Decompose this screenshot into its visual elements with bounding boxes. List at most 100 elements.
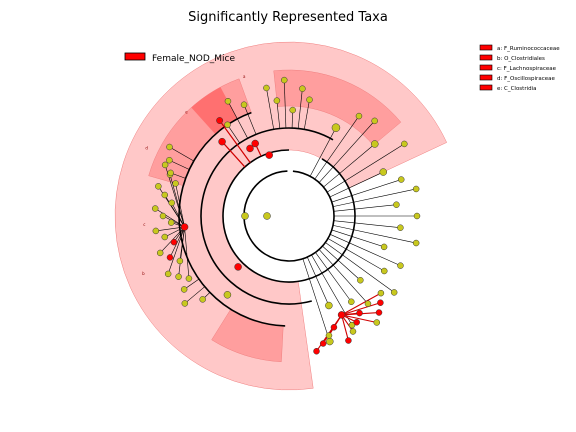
node-33 <box>251 139 259 148</box>
node-8 <box>393 201 400 208</box>
clade-letter-markers: a b c d e <box>142 74 246 276</box>
clade-marker-e: e <box>185 109 188 114</box>
branch-63 <box>341 314 377 324</box>
node-75 <box>234 263 242 271</box>
node-76 <box>246 144 254 153</box>
branch-43 <box>155 226 185 232</box>
branch-12 <box>331 229 385 248</box>
node-70 <box>319 340 327 347</box>
branch-54 <box>169 159 190 170</box>
branch-38 <box>179 226 185 262</box>
node-11 <box>412 239 420 247</box>
branch-11 <box>332 225 417 244</box>
node-65 <box>353 319 360 326</box>
node-67 <box>345 337 352 344</box>
node-71 <box>313 347 320 355</box>
branch-23 <box>276 100 281 129</box>
node-5 <box>379 168 388 176</box>
node-14 <box>381 267 388 275</box>
node-37 <box>164 270 172 278</box>
node-53 <box>180 223 189 231</box>
branch-46 <box>155 208 185 228</box>
clade-legend: a: F_Ruminococcaceae b: O_Clostridiales c:… <box>479 44 560 92</box>
node-15 <box>390 289 398 296</box>
branch-58 <box>184 286 205 304</box>
branch-28 <box>243 104 257 135</box>
clade-marker-d: d <box>145 146 148 151</box>
node-20 <box>325 301 333 310</box>
node-56 <box>167 169 174 177</box>
node-18 <box>348 298 355 306</box>
clade-legend-swatch-b <box>479 54 493 61</box>
branch-5 <box>329 171 384 198</box>
branch-39 <box>169 226 185 258</box>
branch-31 <box>219 120 251 163</box>
branch-30 <box>227 124 241 144</box>
node-72 <box>337 311 346 319</box>
node-7 <box>412 185 420 193</box>
node-36 <box>175 273 182 280</box>
node-16 <box>357 276 364 284</box>
branch-15 <box>325 242 395 293</box>
clade-legend-label-b: b: O_Clostridiales <box>497 56 545 62</box>
chart-title: Significantly Represented Taxa <box>188 10 388 25</box>
branch-60 <box>341 292 382 316</box>
node-69 <box>325 332 333 339</box>
node-46 <box>151 205 159 212</box>
node-1 <box>355 112 363 120</box>
node-31 <box>216 117 224 124</box>
branch-14 <box>327 238 385 272</box>
node-19 <box>348 321 356 329</box>
clade-legend-swatch-e <box>479 84 493 91</box>
node-22 <box>263 84 270 92</box>
group-legend-label: Female_NOD_Mice <box>152 54 236 64</box>
clade-marker-a: a <box>243 74 246 79</box>
branch-27 <box>303 99 310 130</box>
branch-37 <box>167 226 185 274</box>
node-3 <box>371 140 379 148</box>
node-57 <box>180 286 188 293</box>
branch-61 <box>341 302 381 316</box>
clade-legend-swatch-a <box>479 44 493 51</box>
clade-legend-label-c: c: F_Lachnospiraceae <box>497 66 557 72</box>
node-49 <box>155 183 162 190</box>
node-25 <box>289 106 296 114</box>
clade-legend-label-e: e: C_Clostridia <box>497 86 537 92</box>
branch-10 <box>333 220 401 229</box>
node-48 <box>161 191 169 199</box>
node-50 <box>172 180 179 187</box>
branch-8 <box>333 204 397 212</box>
node-23 <box>273 97 281 104</box>
node-73 <box>241 212 249 220</box>
node-29 <box>224 97 232 105</box>
node-55 <box>166 143 173 151</box>
node-68 <box>330 324 338 331</box>
node-40 <box>156 249 164 257</box>
node-13 <box>397 262 404 269</box>
ring-1 <box>243 170 335 262</box>
ring-3 <box>200 127 334 305</box>
node-41 <box>170 238 178 246</box>
node-2 <box>371 117 378 125</box>
node-60 <box>377 289 385 297</box>
branch-17 <box>318 249 369 304</box>
node-43 <box>152 227 160 235</box>
node-52 <box>161 161 169 169</box>
clade-legend-swatch-d <box>479 74 493 81</box>
group-legend-swatch <box>124 52 146 61</box>
node-26 <box>299 85 306 92</box>
branch-20 <box>307 256 330 306</box>
ring-2 <box>222 149 356 283</box>
branch-29 <box>227 101 248 139</box>
highlight-sectors <box>114 41 448 391</box>
branch-50 <box>175 183 185 228</box>
clade-legend-label-a: a: F_Ruminococcaceae <box>497 46 560 52</box>
node-35 <box>185 275 193 282</box>
clade-marker-c: c <box>143 222 145 227</box>
group-legend: Female_NOD_Mice <box>124 52 236 64</box>
node-24 <box>281 76 288 84</box>
node-28 <box>240 101 248 108</box>
node-32 <box>218 137 226 146</box>
branch-55 <box>169 146 194 162</box>
